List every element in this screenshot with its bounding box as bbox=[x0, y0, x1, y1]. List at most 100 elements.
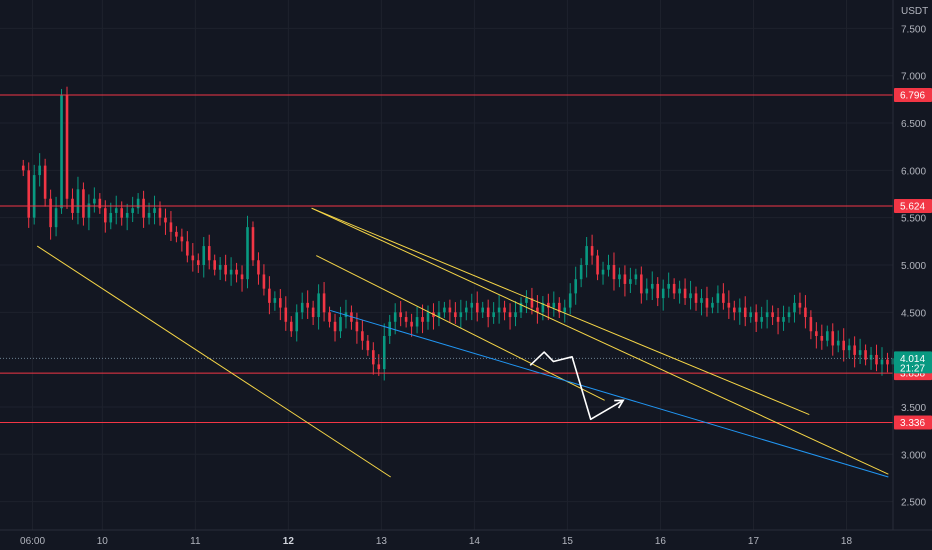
x-tick-label: 13 bbox=[376, 536, 388, 547]
y-tick-label: 6.000 bbox=[901, 166, 926, 177]
candle-body bbox=[426, 312, 430, 322]
candle-body bbox=[65, 94, 69, 199]
candle-body bbox=[410, 321, 413, 327]
candle-body bbox=[382, 335, 386, 370]
candle-body bbox=[503, 307, 506, 313]
candle-body bbox=[300, 302, 304, 313]
projection-line bbox=[529, 351, 624, 421]
candle-body bbox=[629, 279, 632, 284]
candle-body bbox=[109, 212, 113, 223]
candle-body bbox=[733, 307, 736, 313]
candle-body bbox=[38, 165, 41, 176]
y-tick-label: 3.500 bbox=[901, 403, 926, 414]
candle-body bbox=[404, 317, 408, 322]
candle-body bbox=[279, 298, 282, 308]
candle-body bbox=[886, 359, 889, 365]
candle-body bbox=[60, 94, 63, 209]
candle-body bbox=[399, 312, 402, 318]
candle-body bbox=[705, 298, 709, 308]
candle-body bbox=[470, 302, 474, 308]
y-tick-label: 7.500 bbox=[901, 24, 926, 35]
candle-body bbox=[536, 307, 539, 313]
x-tick-label: 06:00 bbox=[20, 536, 45, 547]
candle-body bbox=[694, 293, 698, 303]
candle-body bbox=[153, 208, 156, 213]
candle-body bbox=[251, 227, 255, 261]
level-badge-label: 6.796 bbox=[900, 91, 925, 102]
candle-body bbox=[180, 236, 184, 242]
candle-body bbox=[377, 364, 381, 370]
candle-body bbox=[218, 265, 222, 270]
candle-body bbox=[103, 208, 107, 223]
candle-body bbox=[306, 302, 309, 308]
candle-body bbox=[169, 222, 173, 232]
candle-body bbox=[508, 312, 512, 318]
x-tick-label: 11 bbox=[190, 536, 201, 547]
candle-body bbox=[864, 350, 867, 360]
candle-body bbox=[530, 298, 534, 308]
candle-body bbox=[650, 283, 654, 289]
x-tick-label: 16 bbox=[655, 536, 667, 547]
candle-body bbox=[765, 312, 769, 318]
candle-body bbox=[743, 307, 747, 318]
candle-body bbox=[842, 340, 845, 351]
candle-body bbox=[519, 302, 523, 313]
candle-body bbox=[240, 274, 244, 280]
y-tick-label: 4.500 bbox=[901, 308, 926, 319]
candle-body bbox=[853, 345, 856, 355]
candle-body bbox=[793, 302, 796, 313]
candle-body bbox=[492, 312, 495, 318]
candle-body bbox=[754, 312, 758, 322]
candle-body bbox=[557, 302, 561, 313]
price-axis[interactable]: USDT 7.500 7.000 6.500 6.000 5.500 5.000 4.500… bbox=[901, 6, 928, 509]
x-tick-label: 12 bbox=[283, 536, 295, 547]
candle-body bbox=[49, 198, 52, 228]
candle-body bbox=[224, 265, 227, 275]
candle-body bbox=[164, 217, 167, 223]
candle-body bbox=[771, 312, 774, 318]
candle-body bbox=[120, 208, 124, 218]
candle-body bbox=[158, 208, 162, 218]
candle-body bbox=[858, 350, 862, 355]
candle-body bbox=[541, 302, 545, 313]
trend-line bbox=[36, 245, 391, 478]
candle-body bbox=[125, 212, 129, 218]
candle-body bbox=[820, 335, 824, 341]
candle-body bbox=[683, 288, 687, 299]
candle-body bbox=[393, 312, 397, 322]
time-axis[interactable]: 06:00 10 11 12 13 14 15 16 17 18 bbox=[20, 536, 852, 547]
trend-line bbox=[311, 207, 889, 475]
candle-body bbox=[640, 274, 643, 294]
candle-body bbox=[787, 312, 791, 318]
candle-body bbox=[574, 279, 577, 294]
y-tick-label: 5.500 bbox=[901, 214, 926, 225]
candle-body bbox=[147, 212, 151, 218]
candle-body bbox=[284, 307, 288, 322]
candle-body bbox=[711, 302, 714, 308]
candle-body bbox=[328, 312, 331, 322]
candle-body bbox=[459, 312, 463, 318]
candle-body bbox=[880, 359, 884, 365]
candle-body bbox=[366, 340, 370, 351]
candle-body bbox=[689, 293, 692, 299]
candle-body bbox=[235, 269, 238, 275]
current-price-label: 4.014 bbox=[900, 354, 925, 365]
candle-body bbox=[372, 350, 375, 365]
projection-path bbox=[529, 351, 625, 421]
candle-body bbox=[76, 189, 80, 213]
candle-body bbox=[355, 321, 359, 332]
candle-body bbox=[678, 288, 681, 294]
candle-body bbox=[825, 331, 829, 341]
candle-body bbox=[760, 317, 763, 322]
candle-body bbox=[213, 260, 216, 270]
candle-body bbox=[623, 274, 627, 284]
candle-body bbox=[475, 302, 479, 313]
candle-body bbox=[32, 175, 36, 218]
candle-body bbox=[289, 321, 293, 332]
candle-body bbox=[191, 255, 195, 261]
candle-body bbox=[612, 265, 616, 280]
candle-body bbox=[361, 331, 364, 341]
candle-body bbox=[672, 283, 676, 294]
candle-body bbox=[246, 227, 249, 280]
